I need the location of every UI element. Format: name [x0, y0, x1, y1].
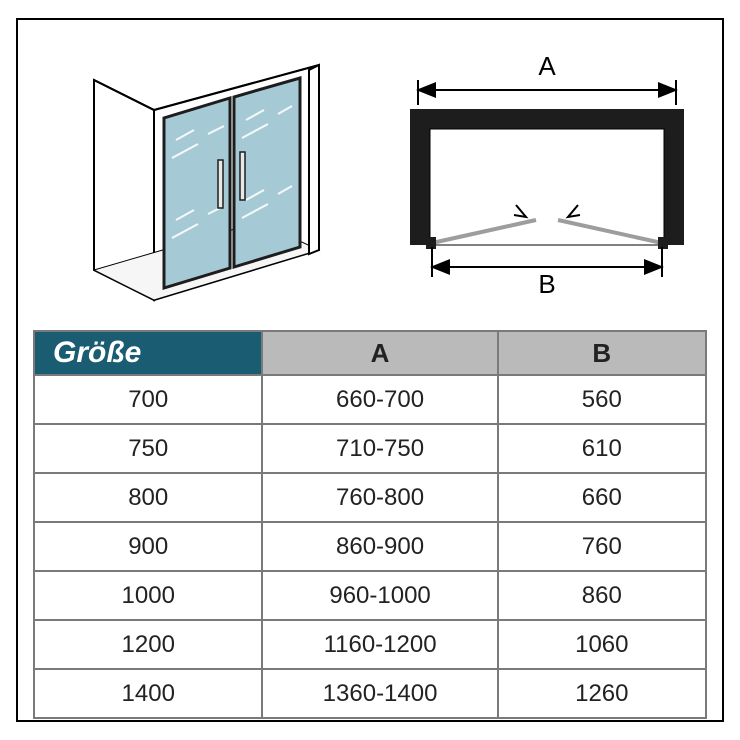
dimension-label-b: B [538, 269, 555, 299]
cell-b: 1060 [499, 621, 707, 670]
dimension-label-a: A [538, 51, 556, 81]
cell-a: 710-750 [263, 425, 498, 474]
cell-a: 760-800 [263, 474, 498, 523]
cell-size: 1400 [35, 670, 263, 719]
cell-a: 860-900 [263, 523, 498, 572]
table-row: 1000 960-1000 860 [35, 572, 707, 621]
cell-b: 610 [499, 425, 707, 474]
cell-b: 760 [499, 523, 707, 572]
cell-b: 660 [499, 474, 707, 523]
cell-a: 1360-1400 [263, 670, 498, 719]
cell-b: 860 [499, 572, 707, 621]
table-row: 800 760-800 660 [35, 474, 707, 523]
table-header-a: A [263, 332, 498, 376]
cell-size: 700 [35, 376, 263, 425]
table-row: 700 660-700 560 [35, 376, 707, 425]
cell-size: 800 [35, 474, 263, 523]
table-header-b: B [499, 332, 707, 376]
size-table: Größe A B 700 660-700 560 750 710-750 61… [33, 330, 707, 719]
table-header-row: Größe A B [35, 332, 707, 376]
cell-a: 660-700 [263, 376, 498, 425]
table-row: 1400 1360-1400 1260 [35, 670, 707, 719]
cell-size: 750 [35, 425, 263, 474]
cell-b: 560 [499, 376, 707, 425]
topview-diagram: A [370, 40, 712, 320]
cell-b: 1260 [499, 670, 707, 719]
table-row: 900 860-900 760 [35, 523, 707, 572]
table-row: 1200 1160-1200 1060 [35, 621, 707, 670]
cell-size: 1200 [35, 621, 263, 670]
cell-size: 1000 [35, 572, 263, 621]
cell-a: 960-1000 [263, 572, 498, 621]
cell-size: 900 [35, 523, 263, 572]
isometric-diagram [28, 40, 370, 320]
table-row: 750 710-750 610 [35, 425, 707, 474]
page-frame: A [16, 18, 724, 722]
table-header-size: Größe [35, 332, 263, 376]
cell-a: 1160-1200 [263, 621, 498, 670]
diagram-area: A [18, 20, 722, 330]
